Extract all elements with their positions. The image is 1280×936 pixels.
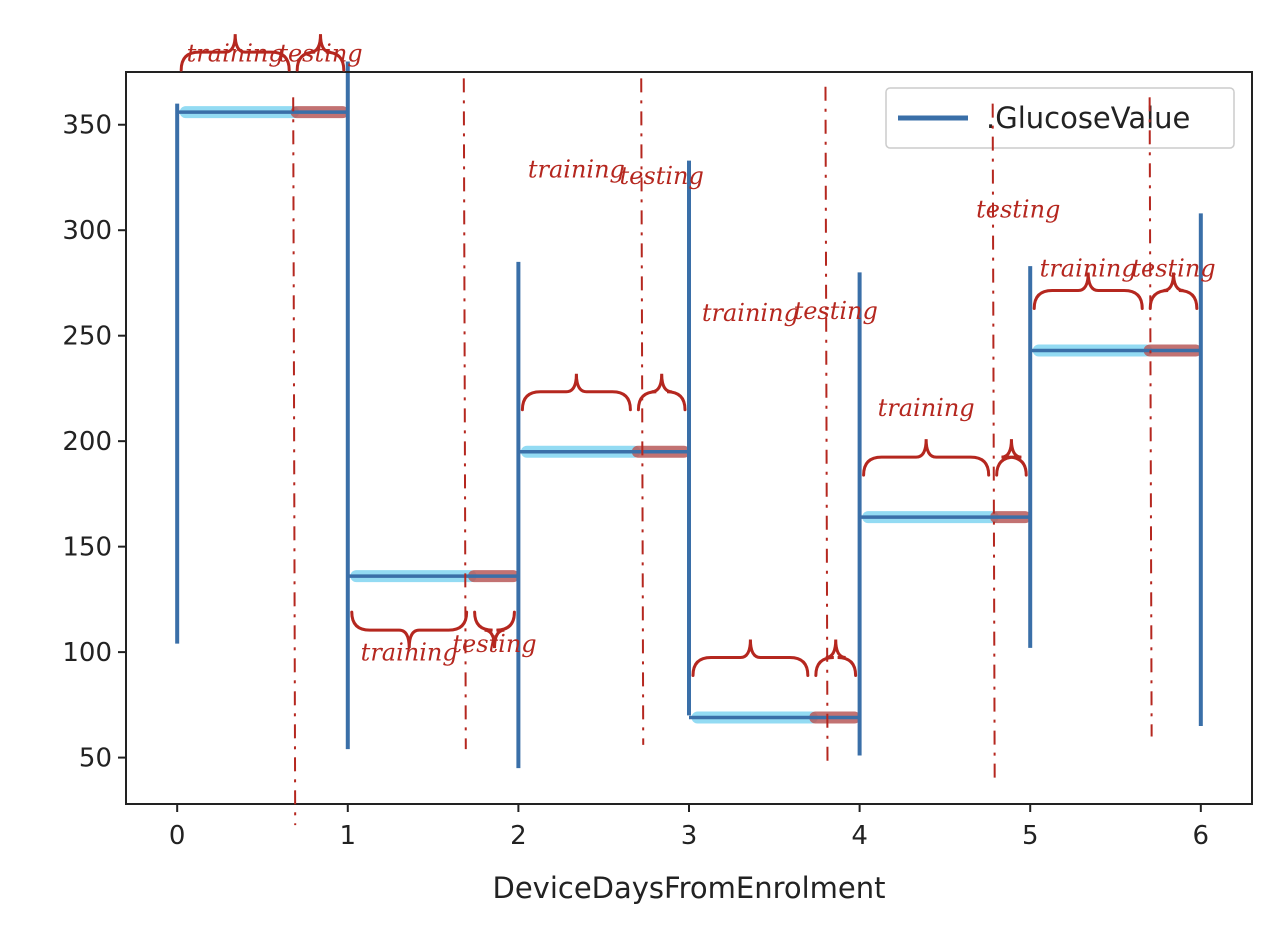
- x-tick-label-5: 5: [1022, 821, 1039, 851]
- dashed-divider-0: [292, 97, 297, 826]
- y-tick-label-350: 350: [62, 111, 112, 141]
- x-tick-label-1: 1: [340, 821, 357, 851]
- training-label-0: training: [187, 39, 284, 67]
- testing-label-5: testing: [1131, 255, 1215, 283]
- training-label-5: training: [1040, 255, 1137, 283]
- dashed-divider-3: [824, 86, 829, 762]
- training-label-2: training: [528, 155, 625, 183]
- testing-label-2: testing: [620, 162, 704, 190]
- dashed-divider-1: [462, 78, 467, 750]
- testing-label-extra: testing: [976, 196, 1060, 224]
- legend: .GlucoseValue: [885, 87, 1235, 149]
- x-axis: 0 1 2 3 4 5 6: [169, 804, 1209, 851]
- y-tick-label-200: 200: [62, 427, 112, 457]
- testing-brace-4: [995, 439, 1028, 477]
- x-tick-label-3: 3: [681, 821, 698, 851]
- y-tick-label-250: 250: [62, 322, 112, 352]
- dashed-divider-2: [640, 78, 645, 745]
- x-tick-label-4: 4: [851, 821, 868, 851]
- y-tick-label-50: 50: [79, 744, 112, 774]
- training-brace-4: [862, 439, 991, 477]
- handwritten-annotations: trainingtestingtrainingtestingtrainingte…: [179, 34, 1216, 826]
- testing-brace-0: [295, 34, 346, 72]
- plot-area: [175, 61, 1203, 769]
- training-label-1: training: [361, 639, 458, 667]
- legend-label: .GlucoseValue: [986, 101, 1190, 135]
- training-brace-0: [179, 34, 291, 72]
- y-axis: 50 100 150 200 250 300 350: [62, 111, 126, 774]
- dashed-divider-4: [991, 103, 996, 779]
- testing-label-3: testing: [794, 297, 878, 325]
- x-axis-title: DeviceDaysFromEnrolment: [492, 871, 885, 905]
- x-tick-label-2: 2: [510, 821, 527, 851]
- testing-label-0: testing: [278, 39, 362, 67]
- training-label-4: training: [878, 394, 975, 422]
- training-label-3: training: [702, 299, 799, 327]
- training-brace-2: [520, 373, 632, 412]
- y-tick-label-100: 100: [62, 638, 112, 668]
- testing-brace-2: [636, 373, 687, 412]
- y-tick-label-150: 150: [62, 533, 112, 563]
- x-tick-label-6: 6: [1193, 821, 1210, 851]
- x-tick-label-0: 0: [169, 821, 186, 851]
- testing-label-1: testing: [452, 630, 536, 658]
- legend-box: [885, 87, 1235, 149]
- y-tick-label-300: 300: [62, 216, 112, 246]
- dashed-divider-5: [1148, 97, 1153, 737]
